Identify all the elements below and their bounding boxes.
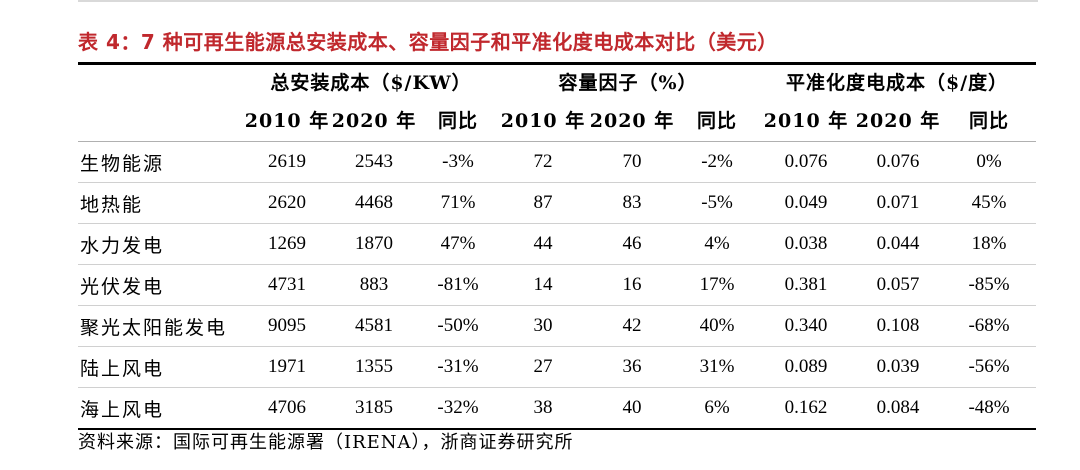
cost-yoy-cell: -81% <box>418 264 499 306</box>
lcoe-2020-cell: 0.084 <box>854 387 943 430</box>
capacity-2020-cell: 36 <box>588 346 677 388</box>
group-header-lcoe: 平准化度电成本（$/度） <box>785 72 1009 94</box>
row-category: 光伏发电 <box>78 264 244 306</box>
lcoe-2010-cell: 0.381 <box>758 264 855 306</box>
cost-2020-cell: 2543 <box>330 141 418 183</box>
row-category: 陆上风电 <box>78 346 244 388</box>
cost-yoy-cell: 71% <box>418 182 499 224</box>
sub-header-2010: 2010 年 <box>244 97 330 142</box>
cost-2020-cell: 4581 <box>330 305 418 347</box>
lcoe-yoy-cell: 45% <box>942 182 1037 224</box>
lcoe-2020-cell: 0.076 <box>854 141 943 183</box>
lcoe-yoy-cell: -68% <box>942 305 1037 347</box>
sub-header-2020: 2020 年 <box>854 97 943 142</box>
capacity-yoy-cell: -2% <box>676 141 759 183</box>
capacity-2010-cell: 44 <box>498 223 589 265</box>
capacity-2010-cell: 27 <box>498 346 589 388</box>
capacity-2020-cell: 42 <box>588 305 677 347</box>
table-row: 水力发电 1269 1870 47% 44 46 4% 0.038 0.044 18% <box>78 223 1037 265</box>
table-body: 生物能源 2619 2543 -3% 72 70 -2% 0.076 0.076 0% 地热能 262… <box>78 141 1037 430</box>
capacity-yoy-cell: 40% <box>676 305 759 347</box>
lcoe-2010-cell: 0.038 <box>758 223 855 265</box>
cost-yoy-cell: -3% <box>418 141 499 183</box>
cost-2010-cell: 9095 <box>244 305 330 347</box>
cost-2020-cell: 883 <box>330 264 418 306</box>
sub-header-row: 2010 年 2020 年 同比 2010 年 2020 年 同比 2010 年… <box>78 97 1037 142</box>
cost-2010-cell: 4706 <box>244 387 330 430</box>
capacity-2020-cell: 46 <box>588 223 677 265</box>
cost-yoy-cell: -32% <box>418 387 499 430</box>
cost-2010-cell: 1269 <box>244 223 330 265</box>
lcoe-2010-cell: 0.049 <box>758 182 855 224</box>
comparison-table: 总安装成本（$/KW） 容量因子（%） 平准化度电成本（$/度） 2010 年 … <box>78 66 1037 430</box>
capacity-yoy-cell: 6% <box>676 387 759 430</box>
sub-header-yoy: 同比 <box>418 97 499 142</box>
lcoe-yoy-cell: 18% <box>942 223 1037 265</box>
lcoe-2020-cell: 0.108 <box>854 305 943 347</box>
capacity-yoy-cell: -5% <box>676 182 759 224</box>
sub-header-yoy: 同比 <box>942 97 1037 142</box>
cost-2010-cell: 4731 <box>244 264 330 306</box>
lcoe-2020-cell: 0.044 <box>854 223 943 265</box>
cost-2020-cell: 4468 <box>330 182 418 224</box>
lcoe-2010-cell: 0.340 <box>758 305 855 347</box>
row-category: 生物能源 <box>78 141 244 183</box>
capacity-yoy-cell: 17% <box>676 264 759 306</box>
row-category: 海上风电 <box>78 387 244 430</box>
lcoe-yoy-cell: -48% <box>942 387 1037 430</box>
sub-header-2020: 2020 年 <box>330 97 418 142</box>
lcoe-2010-cell: 0.076 <box>758 141 855 183</box>
capacity-2010-cell: 14 <box>498 264 589 306</box>
table-title: 表 4：7 种可再生能源总安装成本、容量因子和平准化度电成本对比（美元） <box>78 30 778 54</box>
lcoe-2010-cell: 0.162 <box>758 387 855 430</box>
cost-2020-cell: 1870 <box>330 223 418 265</box>
table-row: 地热能 2620 4468 71% 87 83 -5% 0.049 0.071 45% <box>78 182 1037 224</box>
corner-cell <box>78 97 244 142</box>
sub-header-2010: 2010 年 <box>498 97 589 142</box>
capacity-2010-cell: 38 <box>498 387 589 430</box>
capacity-2010-cell: 87 <box>498 182 589 224</box>
cost-yoy-cell: 47% <box>418 223 499 265</box>
cost-yoy-cell: -31% <box>418 346 499 388</box>
corner-cell <box>78 66 244 97</box>
table-row: 光伏发电 4731 883 -81% 14 16 17% 0.381 0.057 -85% <box>78 264 1037 306</box>
capacity-2010-cell: 30 <box>498 305 589 347</box>
row-category: 聚光太阳能发电 <box>78 305 244 347</box>
group-header-capacity: 容量因子（%） <box>558 72 698 94</box>
lcoe-yoy-cell: 0% <box>942 141 1037 183</box>
lcoe-2020-cell: 0.057 <box>854 264 943 306</box>
capacity-2020-cell: 16 <box>588 264 677 306</box>
sub-header-2010: 2010 年 <box>758 97 855 142</box>
lcoe-2020-cell: 0.071 <box>854 182 943 224</box>
lcoe-yoy-cell: -85% <box>942 264 1037 306</box>
capacity-2020-cell: 70 <box>588 141 677 183</box>
lcoe-yoy-cell: -56% <box>942 346 1037 388</box>
row-category: 水力发电 <box>78 223 244 265</box>
table-top-rule <box>78 62 1036 65</box>
capacity-2020-cell: 40 <box>588 387 677 430</box>
group-header-cost: 总安装成本（$/KW） <box>270 72 472 94</box>
sub-header-yoy: 同比 <box>676 97 759 142</box>
capacity-yoy-cell: 4% <box>676 223 759 265</box>
cost-2010-cell: 2619 <box>244 141 330 183</box>
group-header-row: 总安装成本（$/KW） 容量因子（%） 平准化度电成本（$/度） <box>78 66 1036 97</box>
capacity-2010-cell: 72 <box>498 141 589 183</box>
lcoe-2020-cell: 0.039 <box>854 346 943 388</box>
sub-header-2020: 2020 年 <box>588 97 677 142</box>
table-row: 聚光太阳能发电 9095 4581 -50% 30 42 40% 0.340 0.108 -68% <box>78 305 1037 347</box>
lcoe-2010-cell: 0.089 <box>758 346 855 388</box>
source-note: 资料来源：国际可再生能源署（IRENA），浙商证券研究所 <box>78 432 574 453</box>
cost-2020-cell: 3185 <box>330 387 418 430</box>
table-row: 生物能源 2619 2543 -3% 72 70 -2% 0.076 0.076 0% <box>78 141 1037 183</box>
capacity-2020-cell: 83 <box>588 182 677 224</box>
top-divider <box>78 0 1038 2</box>
table-row: 陆上风电 1971 1355 -31% 27 36 31% 0.089 0.039 -56% <box>78 346 1037 388</box>
capacity-yoy-cell: 31% <box>676 346 759 388</box>
cost-2020-cell: 1355 <box>330 346 418 388</box>
cost-2010-cell: 1971 <box>244 346 330 388</box>
row-category: 地热能 <box>78 182 244 224</box>
table-row: 海上风电 4706 3185 -32% 38 40 6% 0.162 0.084 -48% <box>78 387 1037 430</box>
cost-2010-cell: 2620 <box>244 182 330 224</box>
cost-yoy-cell: -50% <box>418 305 499 347</box>
